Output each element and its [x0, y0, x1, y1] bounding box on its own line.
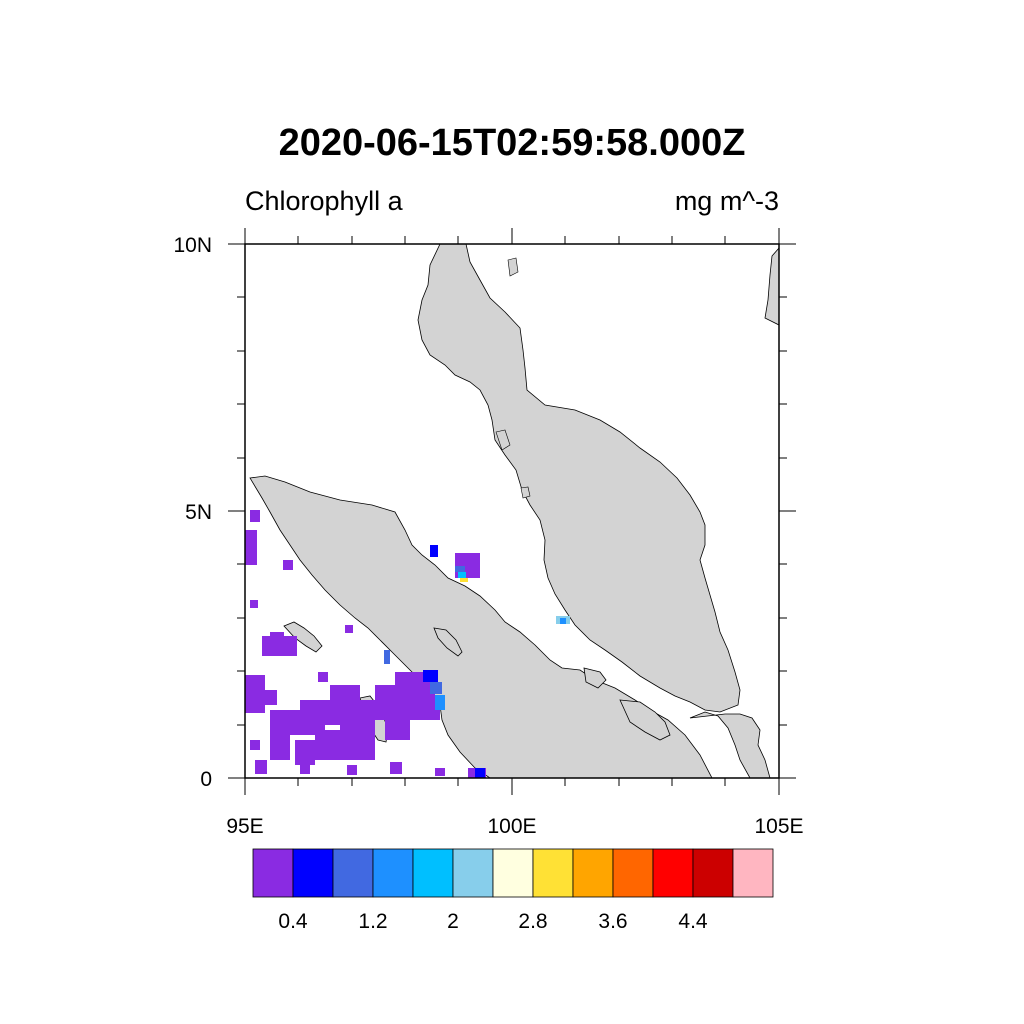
riau-islands [689, 711, 771, 778]
small-island [433, 627, 463, 657]
axis-ticks [228, 228, 796, 795]
colorbar-swatch [572, 848, 614, 898]
y-tick-label: 5N [185, 501, 212, 524]
x-tick-label: 95E [226, 815, 263, 838]
colorbar-swatch [532, 848, 574, 898]
colorbar-labels: 0.4 1.2 2 2.8 3.6 4.4 [278, 910, 708, 933]
colorbar-label: 2.8 [518, 910, 547, 933]
colorbar-label: 3.6 [598, 910, 627, 933]
variable-label: Chlorophyll a [245, 186, 403, 216]
simeulue-island [283, 621, 323, 653]
y-tick-label: 10N [173, 234, 212, 257]
colorbar-swatch [252, 848, 294, 898]
map-title: 2020-06-15T02:59:58.000Z [278, 122, 746, 164]
x-tick-label: 100E [487, 815, 536, 838]
colorbar-swatch [612, 848, 654, 898]
colorbar-label: 1.2 [358, 910, 387, 933]
colorbar-swatch [332, 848, 374, 898]
colorbar-label: 0.4 [278, 910, 308, 933]
units-label: mg m^-3 [674, 186, 779, 216]
small-island [495, 429, 511, 451]
small-island [520, 486, 531, 499]
colorbar-swatch [652, 848, 694, 898]
chlorophyll-mid-pixels [384, 545, 570, 778]
colorbar-swatch [492, 848, 534, 898]
colorbar-swatch [372, 848, 414, 898]
borneo-edge [764, 247, 779, 326]
colorbar-swatch [412, 848, 454, 898]
small-island [507, 257, 519, 277]
x-tick-label: 105E [754, 815, 803, 838]
colorbar-swatch [292, 848, 334, 898]
small-island [583, 667, 607, 689]
colorbar-label: 4.4 [678, 910, 708, 933]
colorbar-swatch [452, 848, 494, 898]
colorbar-swatch [692, 848, 734, 898]
colorbar-swatch [732, 848, 774, 898]
colorbar [252, 848, 774, 898]
bangka-island-fragment [619, 699, 671, 741]
chlorophyll-low-pixels [245, 510, 486, 778]
map-plot-area [245, 244, 779, 778]
sumatra-landmass [249, 475, 713, 778]
colorbar-label: 2 [447, 910, 459, 933]
y-tick-label: 0 [200, 768, 212, 791]
malay-peninsula-landmass [417, 244, 741, 713]
